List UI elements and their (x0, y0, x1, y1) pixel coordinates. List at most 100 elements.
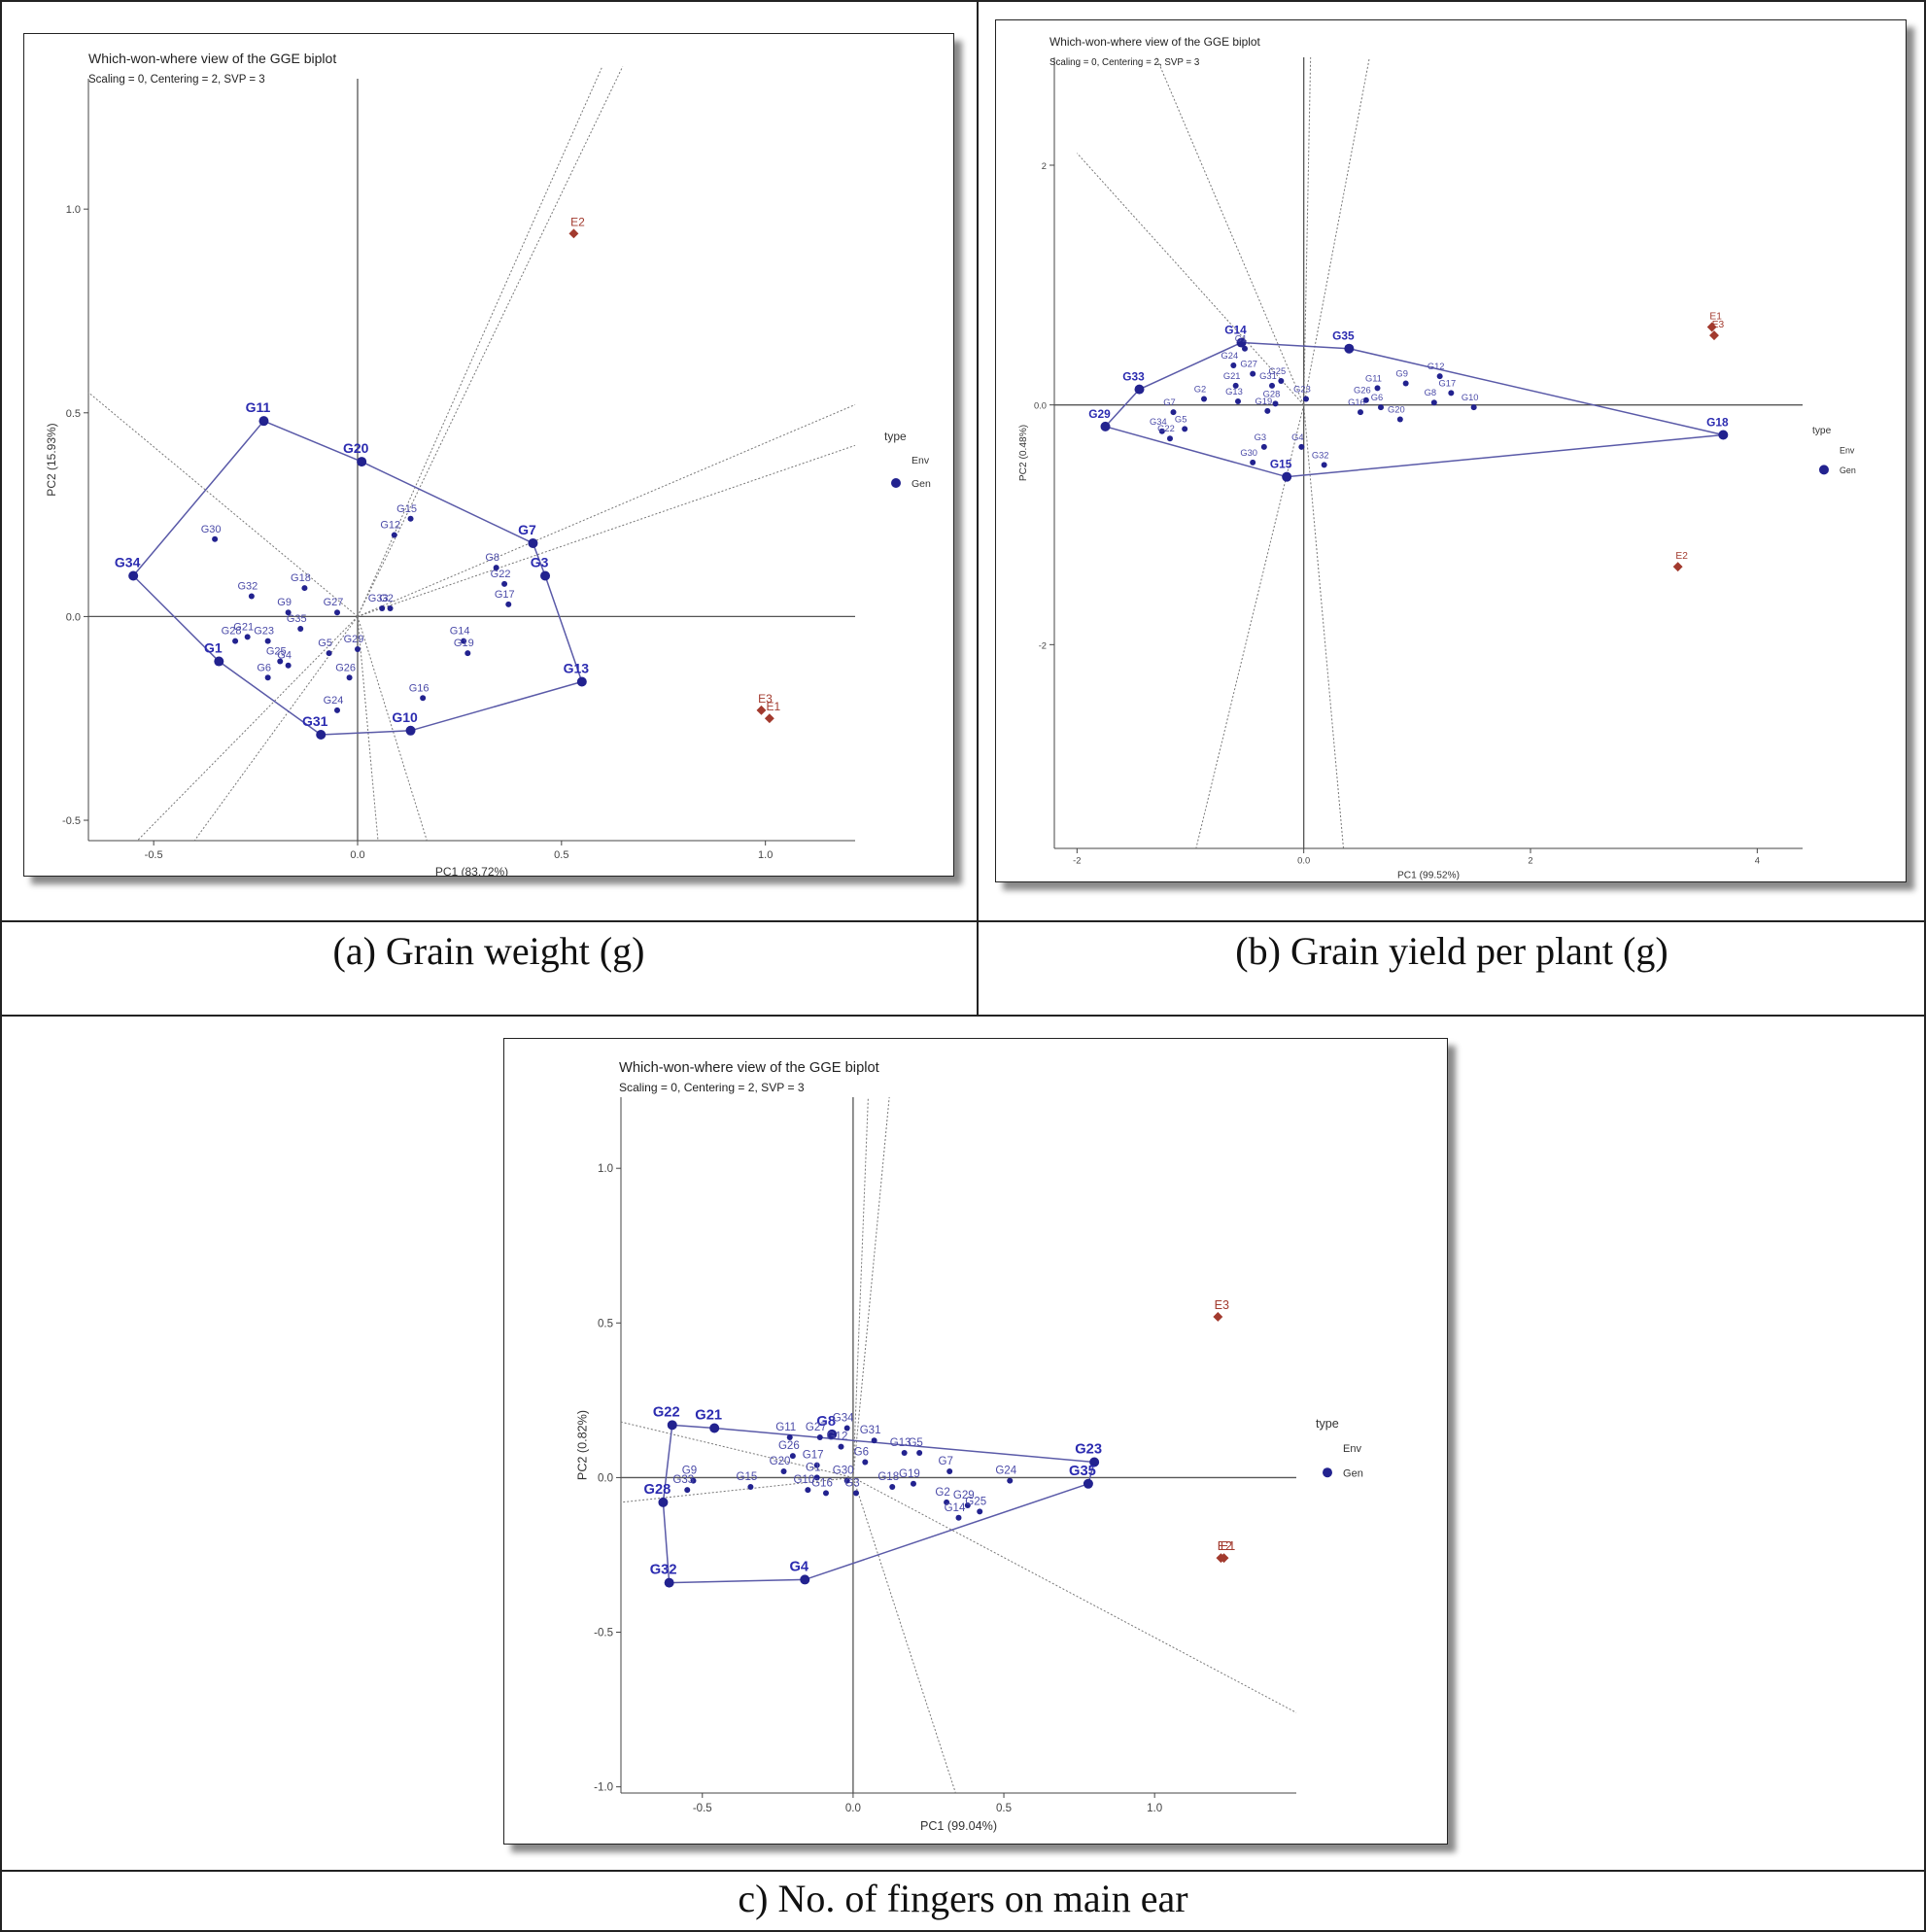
genotype-label-g24: G24 (1221, 351, 1238, 361)
genotype-label-g22: G22 (1157, 424, 1175, 433)
genotype-point-g25 (977, 1508, 983, 1515)
genotype-label-g26: G26 (335, 662, 356, 673)
genotype-point-g27 (334, 609, 341, 616)
genotype-label-g6: G6 (854, 1447, 869, 1459)
genotype-point-g32 (1321, 462, 1327, 468)
x-tick-label: -2 (1073, 855, 1081, 865)
genotype-label-g30: G30 (1240, 448, 1257, 458)
genotype-label-g34: G34 (1150, 417, 1167, 427)
y-tick-label: 0.5 (598, 1318, 613, 1329)
genotype-point-g14 (955, 1514, 962, 1521)
genotype-label-g20: G20 (770, 1456, 791, 1467)
genotype-label-g19: G19 (899, 1468, 920, 1480)
genotype-point-g8 (1430, 399, 1437, 406)
genotype-point-g4 (800, 1574, 810, 1585)
genotype-label-g18: G18 (1706, 416, 1729, 430)
genotype-point-g34 (843, 1425, 850, 1432)
genotype-point-g17 (813, 1462, 820, 1468)
genotype-point-g18 (1718, 430, 1729, 440)
genotype-point-g18 (301, 585, 308, 592)
environment-point-e2 (1672, 562, 1683, 572)
genotype-point-g7 (946, 1468, 953, 1475)
genotype-label-g31: G31 (302, 713, 328, 729)
x-tick-label: 0.0 (350, 849, 364, 861)
x-axis-label: PC1 (99.52%) (1397, 871, 1460, 881)
sector-ray (1195, 404, 1305, 849)
genotype-label-g35: G35 (1069, 1464, 1096, 1479)
genotype-label-g7: G7 (518, 522, 536, 537)
x-tick-label: 4 (1755, 855, 1760, 865)
x-tick-label: 2 (1528, 855, 1532, 865)
genotype-label-g15: G15 (396, 503, 417, 515)
genotype-label-g7: G7 (938, 1456, 952, 1467)
genotype-point-g13 (576, 676, 587, 687)
genotype-point-g23 (1089, 1457, 1100, 1467)
genotype-point-g27 (816, 1434, 823, 1441)
legend-marker-gen (1323, 1467, 1332, 1478)
legend-label-env: Env (1840, 445, 1855, 455)
chart-title: Which-won-where view of the GGE biplot (88, 51, 336, 66)
genotype-label-g7: G7 (1163, 397, 1175, 407)
environment-label-e3: E3 (1712, 320, 1725, 330)
chart-title: Which-won-where view of the GGE biplot (619, 1060, 879, 1076)
convex-hull (1104, 341, 1724, 478)
genotype-point-g29 (964, 1502, 971, 1509)
genotype-label-g3: G3 (844, 1477, 859, 1489)
genotype-point-g33 (1134, 384, 1145, 395)
genotype-label-g33: G33 (672, 1474, 694, 1486)
legend-title: type (1812, 426, 1832, 436)
genotype-label-g28: G28 (644, 1482, 671, 1498)
genotype-label-g5: G5 (318, 638, 332, 649)
x-tick-label: 0.0 (1297, 855, 1310, 865)
sector-ray (137, 616, 359, 842)
chart-panel-grain-yield: Which-won-where view of the GGE biplot Sc… (995, 19, 1907, 882)
genotype-point-g24 (334, 707, 341, 713)
genotype-point-g20 (1396, 416, 1403, 423)
caption-grain-yield: (b) Grain yield per plant (g) (1235, 929, 1668, 973)
environment-label-e2: E2 (1675, 551, 1688, 562)
genotype-label-g19: G19 (454, 638, 474, 649)
biplot-fingers: Which-won-where view of the GGE biplot Sc… (575, 1060, 1363, 1833)
genotype-point-g8 (493, 565, 499, 571)
genotype-label-g9: G9 (682, 1466, 697, 1477)
genotype-point-g11 (1374, 385, 1381, 392)
genotype-point-g11 (258, 416, 269, 427)
genotype-label-g12: G12 (380, 520, 400, 532)
y-axis-label: PC2 (0.48%) (1018, 425, 1029, 481)
genotype-label-g11: G11 (775, 1422, 796, 1433)
genotype-label-g23: G23 (254, 626, 274, 638)
y-tick-label: -2 (1039, 640, 1047, 650)
genotype-label-g16: G16 (409, 682, 430, 694)
chart-subtitle: Scaling = 0, Centering = 2, SVP = 3 (88, 74, 265, 86)
genotype-label-g32: G32 (237, 580, 258, 592)
x-tick-label: 0.0 (845, 1803, 861, 1814)
y-tick-label: -0.5 (62, 815, 81, 827)
genotype-point-g28 (658, 1497, 669, 1507)
environment-label-e1: E1 (1709, 312, 1722, 323)
genotype-point-g4 (285, 662, 292, 669)
genotype-label-g26: G26 (778, 1440, 800, 1452)
genotype-point-g9 (1402, 380, 1409, 387)
genotype-point-g25 (1278, 378, 1285, 384)
genotype-point-g25 (277, 658, 284, 665)
environment-point-e2 (568, 228, 579, 239)
genotype-label-g21: G21 (695, 1407, 722, 1423)
legend-label-gen: Gen (1840, 466, 1856, 475)
environment-label-e3: E3 (758, 692, 773, 706)
genotype-point-g29 (1100, 421, 1111, 431)
sector-ray (87, 392, 359, 617)
y-tick-label: -1.0 (594, 1782, 613, 1794)
genotype-point-g21 (1232, 382, 1239, 389)
genotype-label-g20: G20 (343, 440, 369, 456)
genotype-label-g32: G32 (1312, 450, 1329, 460)
sector-ray (357, 66, 603, 617)
genotype-point-g20 (357, 457, 367, 467)
genotype-label-g17: G17 (803, 1450, 824, 1462)
sector-ray (852, 1096, 890, 1478)
sector-ray (620, 1421, 854, 1478)
genotype-label-g9: G9 (1395, 368, 1407, 378)
genotype-label-g11: G11 (246, 399, 271, 415)
genotype-label-g16: G16 (1348, 397, 1365, 407)
caption-fingers: c) No. of fingers on main ear (738, 1877, 1188, 1920)
environment-point-e3 (756, 705, 767, 715)
